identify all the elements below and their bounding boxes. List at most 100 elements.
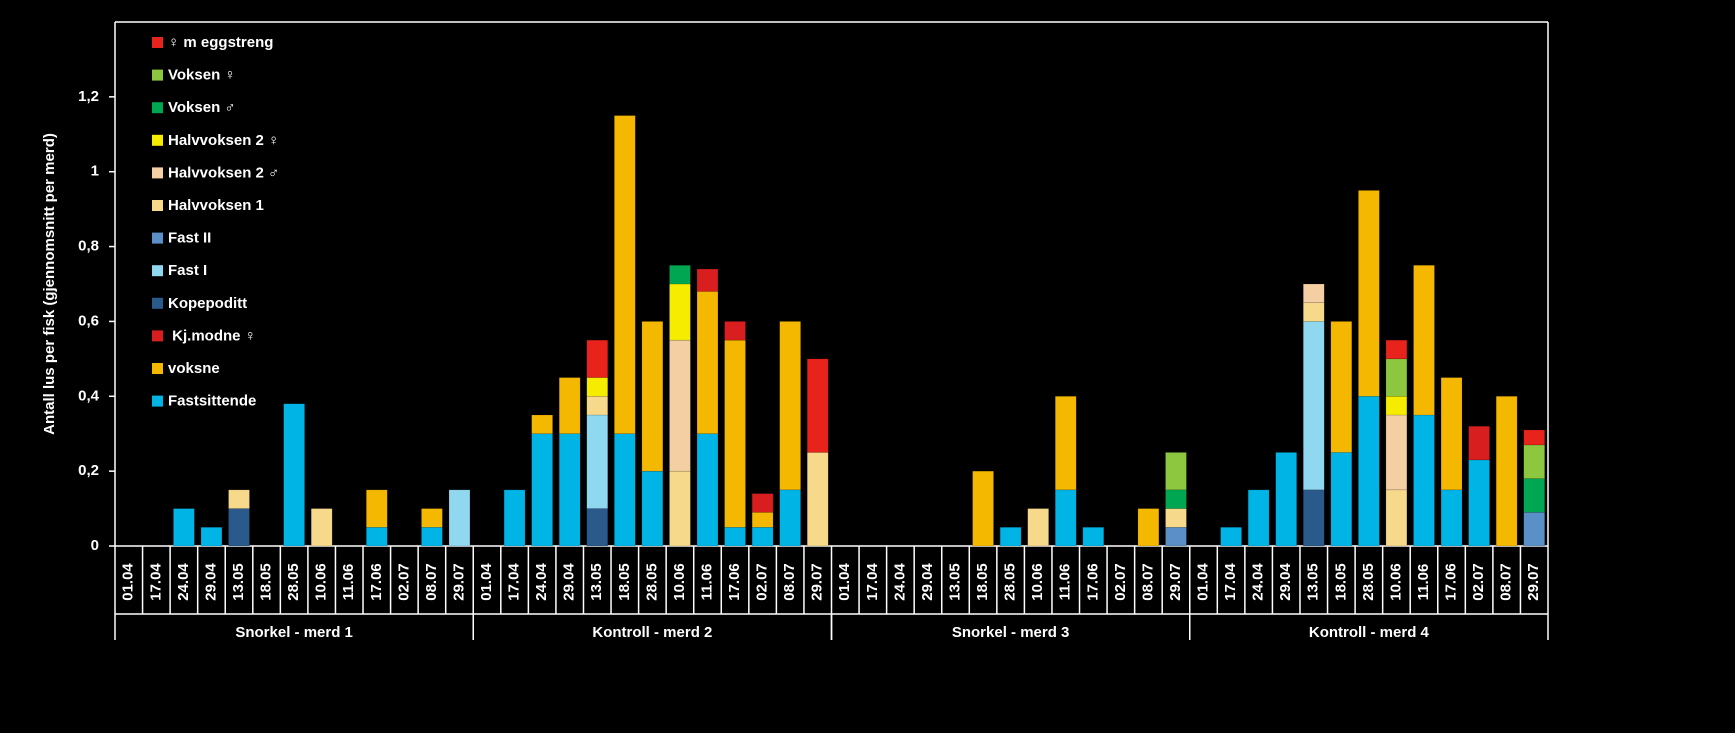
legend-label: Fast II (168, 230, 211, 247)
bar-segment (1385, 358, 1408, 397)
bar-segment (724, 339, 746, 528)
bar-segment (724, 527, 746, 547)
x-tick-label: 13.05 (230, 563, 247, 601)
legend-label: Halvvoksen 1 (168, 197, 264, 214)
x-tick-label: 17.04 (147, 563, 164, 601)
bar-segment (1385, 489, 1408, 547)
bar-segment (614, 433, 636, 547)
x-tick-label: 02.07 (395, 563, 412, 601)
x-tick-label: 01.04 (478, 563, 495, 601)
bar-segment (586, 377, 608, 397)
bar-segment (972, 470, 994, 547)
bar-segment (1385, 339, 1408, 360)
bar-segment (1165, 527, 1187, 547)
x-tick-label: 11.06 (1415, 564, 1432, 601)
bar-segment (228, 489, 250, 509)
legend-swatch (152, 200, 163, 211)
bar-segment (751, 527, 774, 547)
x-tick-label: 24.04 (1250, 563, 1267, 601)
bar-segment (1055, 396, 1077, 491)
bar-segment (366, 489, 388, 528)
x-tick-label: 18.05 (258, 563, 275, 601)
legend-swatch (152, 134, 163, 146)
legend-label: Fast I (168, 262, 207, 279)
bar-segment (586, 339, 608, 378)
bar-segment (448, 489, 471, 547)
x-tick-label: 02.07 (1470, 563, 1487, 601)
legend-label: Halvvoksen 2 ♂ (168, 164, 279, 181)
legend-swatch (152, 232, 163, 244)
bar-segment (1137, 508, 1160, 547)
bar-segment (1330, 321, 1353, 453)
bar-segment (1385, 396, 1408, 416)
bar-segment (1440, 377, 1463, 491)
legend-label: ♀ m eggstreng (168, 34, 273, 51)
x-tick-label: 24.04 (533, 563, 550, 601)
x-tick-label: 10.06 (313, 563, 330, 601)
x-tick-label: 13.05 (588, 563, 605, 601)
bar-segment (503, 489, 526, 547)
bar-segment (1330, 452, 1353, 547)
x-tick-label: 29.04 (561, 563, 578, 601)
y-tick-label: 1 (91, 163, 99, 180)
group-label: Kontroll - merd 4 (1309, 624, 1430, 641)
x-tick-label: 24.04 (175, 563, 192, 601)
bar-segment (586, 396, 608, 416)
x-tick-label: 01.04 (120, 563, 137, 601)
x-tick-label: 08.07 (423, 563, 440, 601)
bar-segment (366, 527, 388, 547)
bar-segment (1303, 321, 1325, 491)
bar-segment (1468, 425, 1490, 461)
y-tick-label: 0 (91, 537, 99, 554)
bar-segment (696, 291, 719, 434)
x-tick-label: 24.04 (891, 563, 908, 601)
bar-segment (310, 508, 333, 547)
bar-segment (1303, 302, 1325, 322)
x-tick-label: 28.05 (285, 563, 302, 601)
bar-segment (779, 321, 801, 491)
bar-segment (531, 433, 553, 547)
x-tick-label: 17.06 (1443, 563, 1460, 601)
bar-segment (669, 265, 691, 285)
bar-segment (999, 527, 1022, 547)
bar-segment (558, 377, 581, 434)
bar-segment (1055, 489, 1077, 547)
bar-segment (724, 321, 746, 341)
bar-segment (779, 489, 801, 547)
group-label: Kontroll - merd 2 (592, 624, 712, 641)
legend-label: Voksen ♀ (168, 67, 236, 84)
bar-segment (641, 321, 664, 472)
bar-segment (1440, 489, 1463, 547)
group-label: Snorkel - merd 1 (235, 624, 353, 641)
x-tick-label: 11.06 (340, 564, 357, 601)
y-tick-label: 0,8 (78, 238, 99, 255)
x-tick-label: 29.04 (1277, 563, 1294, 601)
x-tick-label: 10.06 (671, 563, 688, 601)
x-tick-label: 01.04 (1194, 563, 1211, 601)
bar-segment (751, 512, 774, 528)
legend-label: Halvvoksen 2 ♀ (168, 132, 279, 149)
bar-segment (1385, 414, 1408, 491)
legend-swatch (152, 102, 163, 114)
bar-segment (200, 527, 223, 547)
x-tick-label: 18.05 (1332, 563, 1349, 601)
bar-segment (1303, 283, 1325, 303)
x-tick-label: 08.07 (1139, 563, 1156, 601)
bar-segment (558, 433, 581, 547)
bar-segment (1413, 265, 1435, 416)
bar-segment (1082, 527, 1105, 547)
x-tick-label: 10.06 (1029, 563, 1046, 601)
x-tick-label: 08.07 (1498, 563, 1515, 601)
bar-segment (1468, 459, 1490, 547)
legend-label: Voksen ♂ (168, 99, 236, 116)
legend-swatch (152, 330, 163, 342)
x-tick-label: 29.07 (809, 563, 826, 601)
bar-segment (1413, 414, 1435, 547)
x-tick-label: 28.05 (1360, 563, 1377, 601)
x-tick-label: 13.05 (946, 563, 963, 601)
bar-segment (173, 508, 195, 547)
x-tick-label: 11.06 (1057, 564, 1074, 601)
x-tick-label: 29.04 (202, 563, 219, 601)
legend-swatch (152, 363, 163, 374)
